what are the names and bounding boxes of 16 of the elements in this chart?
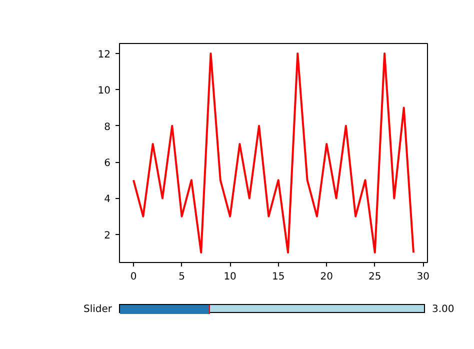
x-tick-label: 20	[320, 272, 333, 282]
y-tick-label: 12	[98, 49, 111, 60]
x-tick-label: 10	[224, 272, 236, 282]
x-tick-label: 5	[178, 272, 185, 282]
y-tick-label: 4	[104, 194, 111, 206]
x-tick-label: 30	[416, 272, 430, 282]
x-tick-label: 15	[272, 272, 285, 282]
x-tick-label: 25	[368, 272, 382, 282]
y-tick-label: 2	[104, 230, 111, 242]
y-tick-label: 8	[104, 122, 111, 133]
y-tick-label: 6	[104, 158, 111, 170]
text: 3.00	[432, 304, 454, 315]
line-series	[132, 52, 414, 254]
x-tick-label: 0	[130, 272, 137, 282]
y-tick-label: 10	[98, 86, 111, 97]
text: Slider	[83, 304, 112, 315]
